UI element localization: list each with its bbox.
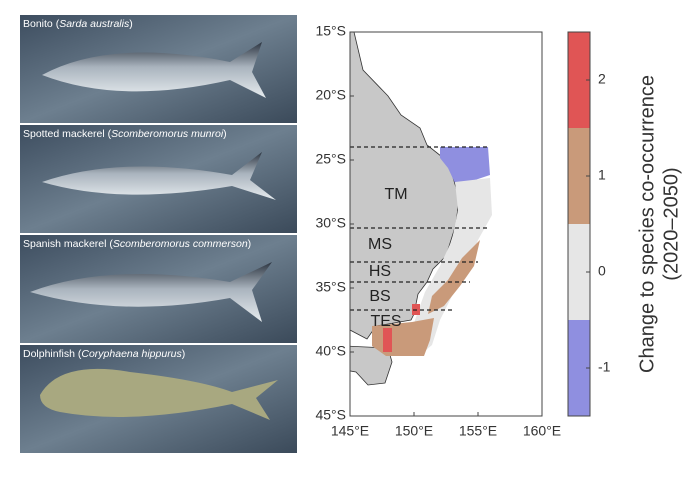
y-tick-label: 20°S	[315, 87, 346, 103]
photo-panel	[20, 125, 297, 233]
label-scientific: Coryphaena hippurus	[81, 348, 182, 360]
map-axes: 145°E 150°E 155°E 160°E 15°S 20°S 25°S 30°S 35°S…	[315, 23, 561, 439]
zone-tan	[428, 240, 480, 314]
y-tick-label: 40°S	[315, 343, 346, 359]
zone-blue	[440, 147, 490, 188]
label-close: )	[182, 348, 186, 360]
region-label: MS	[368, 236, 392, 253]
x-tick-label: 160°E	[523, 423, 561, 439]
colorbar-bin	[568, 320, 590, 416]
zone-red	[383, 328, 392, 352]
label-scientific: Scomberomorus munroi	[111, 128, 224, 140]
colorbar-tick-label: 0	[598, 263, 606, 279]
photo-labels: Bonito (Sarda australis)Spotted mackerel…	[23, 18, 251, 360]
y-tick-label: 15°S	[315, 23, 346, 39]
colorbar-label: Change to species co-occurrence	[636, 75, 658, 373]
label-common: Dolphinfish (	[23, 348, 82, 360]
colorbar-bin	[568, 128, 590, 224]
colorbar: -1 0 1 2 Change to species co-occurrence (202…	[567, 31, 682, 417]
colorbar-tick-label: 1	[598, 167, 606, 183]
colorbar-bin	[568, 224, 590, 320]
label-common: Spanish mackerel (	[23, 238, 113, 250]
colorbar-frame	[567, 31, 591, 417]
label-scientific: Scomberomorus commerson	[113, 238, 248, 250]
label-close: )	[223, 128, 227, 140]
colorbar-tick-label: -1	[598, 359, 611, 375]
region-label: TES	[370, 313, 401, 330]
x-tick-label: 155°E	[459, 423, 497, 439]
label-common: Bonito (	[23, 18, 60, 30]
region-label: BS	[369, 288, 390, 305]
label-scientific: Sarda australis	[59, 18, 130, 30]
colorbar-label: (2020–2050)	[660, 167, 682, 280]
region-label: TM	[384, 186, 407, 203]
label-close: )	[248, 238, 252, 250]
x-tick-label: 150°E	[395, 423, 433, 439]
colorbar-tick-label: 2	[598, 71, 606, 87]
y-tick-label: 30°S	[315, 215, 346, 231]
photo-label: Spanish mackerel (Scomberomorus commerso…	[23, 238, 251, 250]
x-tick-label: 145°E	[331, 423, 369, 439]
photo-column	[20, 15, 297, 453]
photo-panel	[20, 235, 297, 343]
label-close: )	[129, 18, 133, 30]
map: TM MS HS BS TES	[349, 31, 543, 417]
photo-label: Dolphinfish (Coryphaena hippurus)	[23, 348, 185, 360]
photo-panel	[20, 345, 297, 453]
photo-panel	[20, 15, 297, 123]
region-label: HS	[369, 263, 391, 280]
y-tick-label: 45°S	[315, 407, 346, 423]
photo-label: Spotted mackerel (Scomberomorus munroi)	[23, 128, 227, 140]
photo-label: Bonito (Sarda australis)	[23, 18, 133, 30]
region-boundaries	[350, 146, 490, 311]
y-tick-label: 35°S	[315, 279, 346, 295]
label-common: Spotted mackerel (	[23, 128, 112, 140]
y-tick-label: 25°S	[315, 151, 346, 167]
colorbar-bin	[568, 32, 590, 128]
